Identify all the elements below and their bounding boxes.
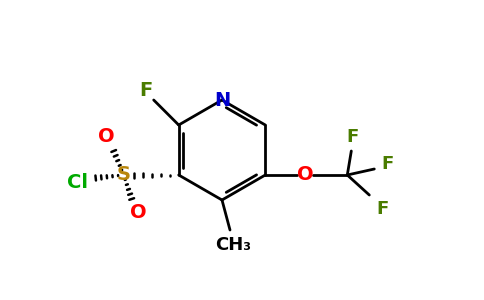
Text: F: F [376,200,389,218]
Text: O: O [297,166,314,184]
Text: CH₃: CH₃ [215,236,251,254]
Text: O: O [130,203,147,223]
Text: S: S [117,166,131,184]
Text: N: N [214,91,230,110]
Text: F: F [139,80,152,100]
Text: F: F [381,155,393,173]
Text: O: O [98,128,115,146]
Text: F: F [346,128,359,146]
Text: Cl: Cl [67,173,88,193]
